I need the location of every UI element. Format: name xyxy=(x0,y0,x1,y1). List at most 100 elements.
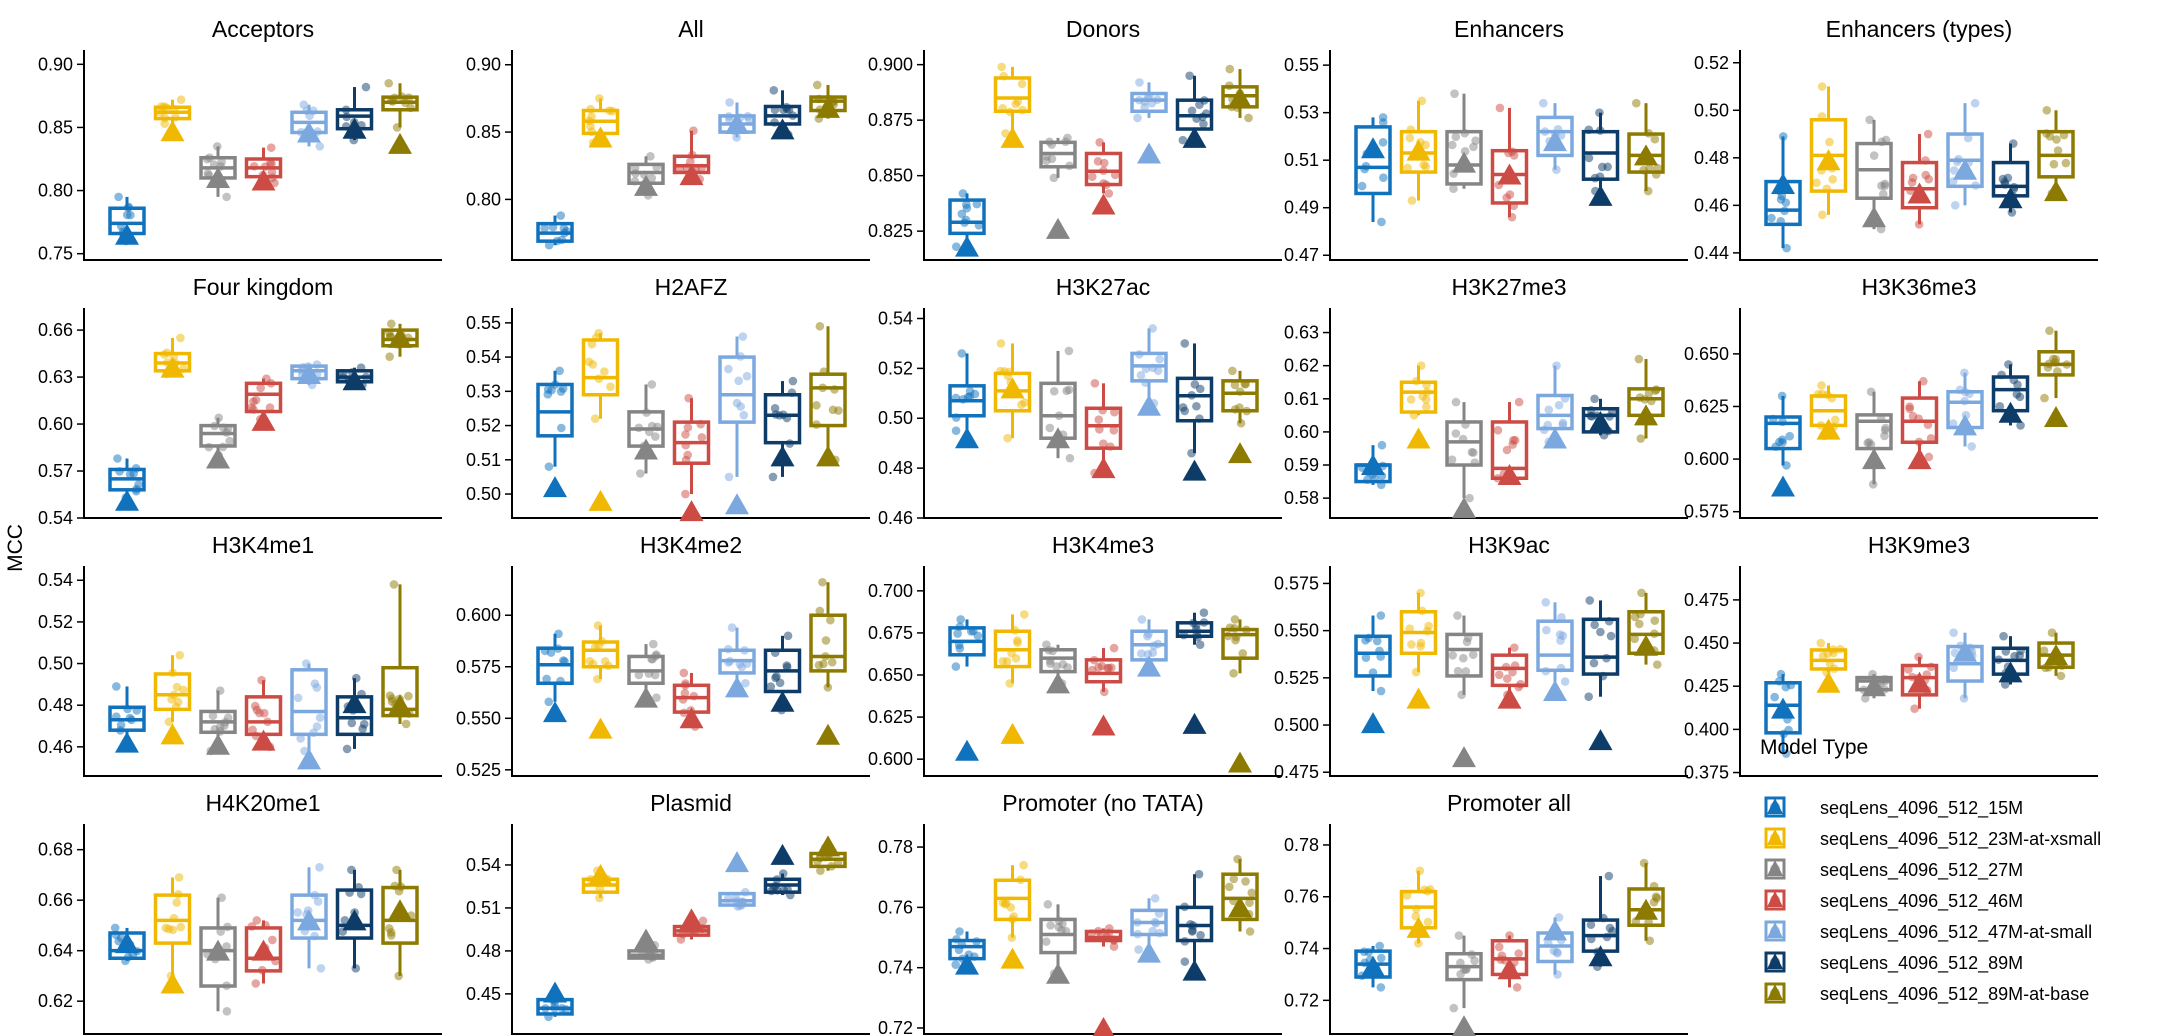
data-point xyxy=(544,240,554,250)
box xyxy=(1084,406,1123,450)
data-point xyxy=(1869,151,1879,160)
data-point xyxy=(1047,154,1057,164)
data-point xyxy=(1924,452,1934,462)
y-tick-label: 0.575 xyxy=(1684,502,1729,522)
data-point xyxy=(1406,395,1416,404)
data-point xyxy=(725,98,734,107)
y-tick-label: 0.76 xyxy=(878,897,913,917)
box xyxy=(1627,132,1665,174)
triangle-marker xyxy=(1543,680,1567,702)
triangle-marker xyxy=(770,118,795,140)
data-point xyxy=(1919,376,1928,386)
triangle-marker xyxy=(725,493,749,515)
panel: H3K4me2 0.525 0.550 0.575 0.600 xyxy=(456,532,870,780)
data-point xyxy=(1949,663,1958,673)
triangle-marker xyxy=(206,166,230,188)
data-point xyxy=(1462,637,1472,647)
y-tick-label: 0.66 xyxy=(38,320,73,340)
data-point xyxy=(1863,438,1873,448)
data-point xyxy=(1155,354,1164,364)
data-point xyxy=(386,931,396,940)
panels: Acceptors 0.75 0.80 0.85 0.90 All 0.80 0.85 0.90… xyxy=(38,16,2098,1036)
triangle-marker xyxy=(251,729,276,751)
legend-label: seqLens_4096_512_23M-at-xsmall xyxy=(1820,829,2101,850)
data-point xyxy=(634,670,644,680)
data-point xyxy=(1514,397,1524,407)
data-point xyxy=(600,367,609,376)
triangle-marker xyxy=(1907,448,1932,470)
data-point xyxy=(1137,649,1146,658)
data-point xyxy=(172,898,182,907)
data-point xyxy=(956,615,965,624)
data-point xyxy=(176,333,185,343)
y-tick-label: 0.64 xyxy=(38,941,73,961)
data-point xyxy=(1865,115,1874,125)
box xyxy=(763,392,802,445)
triangle-marker xyxy=(1588,410,1613,432)
panel: Donors 0.825 0.850 0.875 0.900 xyxy=(868,16,1282,261)
triangle-marker xyxy=(2044,406,2068,427)
legend-item: seqLens_4096_512_89M xyxy=(1764,951,2023,974)
data-point xyxy=(2047,628,2057,638)
data-point xyxy=(1357,181,1367,191)
triangle-marker xyxy=(1228,442,1252,464)
triangle-marker xyxy=(1816,149,1841,171)
data-point xyxy=(225,436,234,446)
data-point xyxy=(1510,435,1520,445)
y-tick-label: 0.46 xyxy=(878,508,913,528)
data-point xyxy=(1110,407,1119,417)
triangle-marker xyxy=(543,476,567,498)
data-point xyxy=(1228,366,1237,376)
data-point xyxy=(951,960,960,969)
data-point xyxy=(1103,663,1112,673)
data-point xyxy=(1020,398,1029,407)
box xyxy=(1900,160,1939,210)
panel-title: Donors xyxy=(1066,16,1140,42)
data-point xyxy=(256,383,265,393)
data-point xyxy=(734,376,743,386)
data-point xyxy=(821,636,831,645)
panel: All 0.80 0.85 0.90 xyxy=(466,16,870,261)
triangle-marker xyxy=(1816,418,1841,440)
data-point xyxy=(547,385,556,395)
data-point xyxy=(1087,172,1097,181)
triangle-marker xyxy=(297,362,321,384)
triangle-marker xyxy=(725,851,749,873)
panel: H3K36me3 0.575 0.600 0.625 0.650 xyxy=(1684,274,2098,522)
y-tick-label: 0.525 xyxy=(456,760,501,780)
data-point xyxy=(1372,636,1382,646)
data-point xyxy=(1999,631,2008,641)
data-point xyxy=(252,705,262,715)
triangle-marker xyxy=(1497,463,1522,485)
triangle-marker xyxy=(1588,945,1613,967)
data-point xyxy=(1584,692,1593,702)
data-point xyxy=(1453,611,1462,620)
box xyxy=(1490,653,1529,688)
y-tick-label: 0.78 xyxy=(878,837,913,857)
data-point xyxy=(114,192,123,202)
data-point xyxy=(957,209,967,219)
box xyxy=(1084,151,1123,187)
data-point xyxy=(1538,98,1548,108)
y-tick-label: 0.54 xyxy=(38,508,73,528)
y-tick-label: 0.54 xyxy=(38,570,73,590)
data-point xyxy=(1817,381,1826,390)
y-tick-label: 0.700 xyxy=(868,581,913,601)
triangle-marker xyxy=(1000,126,1025,148)
triangle-marker xyxy=(206,733,230,755)
triangle-marker xyxy=(588,126,613,148)
triangle-marker xyxy=(1998,187,2023,209)
data-point xyxy=(265,403,275,412)
data-point xyxy=(736,402,745,411)
data-point xyxy=(252,916,262,925)
y-tick-label: 0.74 xyxy=(878,958,913,978)
data-point xyxy=(652,693,661,702)
data-point xyxy=(2040,393,2049,403)
y-tick-label: 0.425 xyxy=(1684,676,1729,696)
triangle-marker xyxy=(1182,712,1207,734)
y-tick-label: 0.550 xyxy=(1274,621,1319,641)
data-point xyxy=(1178,135,1188,145)
y-tick-label: 0.600 xyxy=(868,749,913,769)
data-point xyxy=(1778,435,1787,445)
data-point xyxy=(1450,89,1459,98)
